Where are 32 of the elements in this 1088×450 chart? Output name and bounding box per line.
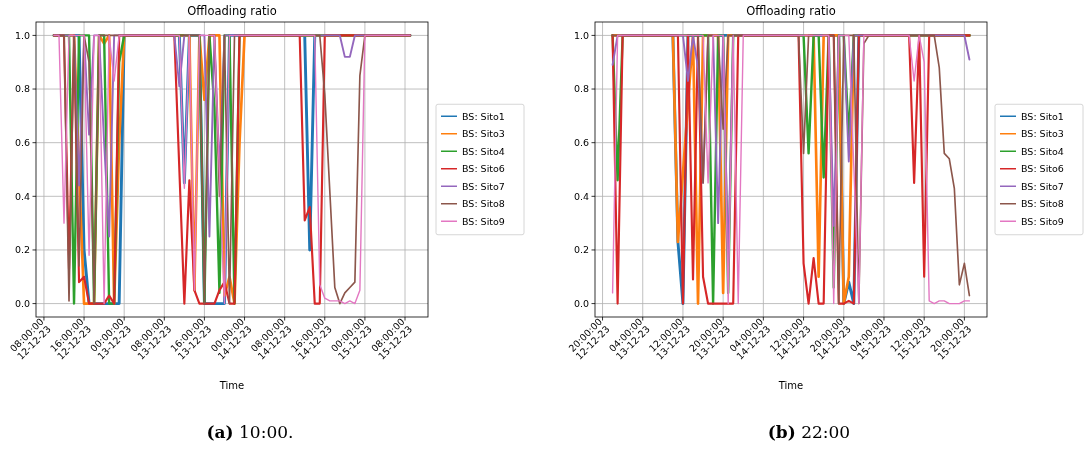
y-tick-label: 0.6 (14, 137, 30, 149)
legend-label: BS: Sito3 (462, 128, 505, 140)
y-tick-label: 0.2 (573, 244, 589, 256)
y-tick-label: 0.0 (14, 297, 30, 309)
y-tick-label: 0.2 (14, 244, 30, 256)
y-tick-label: 0.8 (14, 83, 30, 95)
legend-label: BS: Sito7 (1021, 180, 1064, 192)
legend-label: BS: Sito4 (462, 145, 505, 157)
legend-label: BS: Sito6 (462, 163, 505, 175)
legend-label: BS: Sito7 (462, 180, 505, 192)
y-tick-label: 1.0 (573, 29, 589, 41)
legend-label: BS: Sito8 (1021, 198, 1064, 210)
y-tick-label: 0.4 (14, 190, 30, 202)
text: (b) 22:00 (767, 422, 851, 442)
legend-label: BS: Sito4 (1021, 145, 1064, 157)
chart-title: Offloading ratio (746, 4, 836, 18)
chart-title: Offloading ratio (187, 4, 277, 18)
legend-label: BS: Sito1 (1021, 110, 1064, 122)
y-tick-label: 0.0 (573, 297, 589, 309)
legend-label: BS: Sito6 (1021, 163, 1064, 175)
y-tick-label: 0.4 (573, 190, 589, 202)
y-tick-label: 0.8 (573, 83, 589, 95)
legend-label: BS: Sito9 (462, 215, 505, 227)
text: (a) 10:00. (206, 422, 294, 442)
x-axis-title: Time (777, 380, 804, 391)
x-axis-title: Time (218, 380, 245, 391)
y-tick-label: 0.6 (573, 137, 589, 149)
legend-label: BS: Sito8 (462, 198, 505, 210)
y-tick-label: 1.0 (14, 29, 30, 41)
legend-label: BS: Sito9 (1021, 215, 1064, 227)
legend-label: BS: Sito1 (462, 110, 505, 122)
legend-label: BS: Sito3 (1021, 128, 1064, 140)
